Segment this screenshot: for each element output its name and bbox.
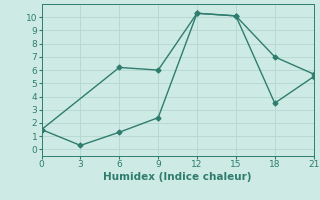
X-axis label: Humidex (Indice chaleur): Humidex (Indice chaleur) [103, 172, 252, 182]
